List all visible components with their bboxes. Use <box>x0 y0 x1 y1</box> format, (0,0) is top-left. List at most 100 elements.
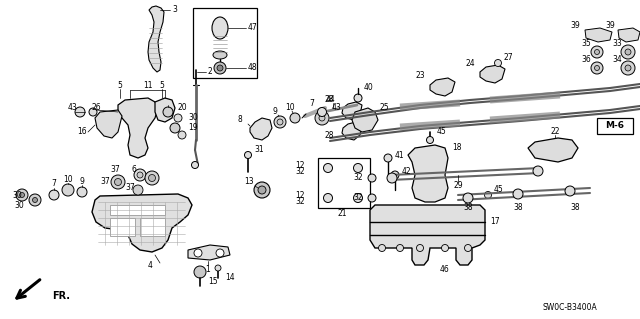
Polygon shape <box>92 194 192 252</box>
Text: M-6: M-6 <box>605 122 625 130</box>
Circle shape <box>565 186 575 196</box>
Text: 48: 48 <box>248 63 258 72</box>
Circle shape <box>217 65 223 71</box>
Circle shape <box>178 131 186 139</box>
Text: 47: 47 <box>248 24 258 33</box>
Polygon shape <box>370 205 485 265</box>
Text: 5: 5 <box>118 81 122 91</box>
Circle shape <box>77 187 87 197</box>
Text: SW0C-B3400A: SW0C-B3400A <box>543 303 597 313</box>
Text: 5: 5 <box>159 81 164 91</box>
Circle shape <box>16 189 28 201</box>
Circle shape <box>133 185 143 195</box>
Text: 27: 27 <box>504 54 514 63</box>
Text: 42: 42 <box>402 167 412 176</box>
Circle shape <box>354 94 362 102</box>
Circle shape <box>216 249 224 257</box>
Text: 9: 9 <box>79 177 84 187</box>
Text: 43: 43 <box>332 103 342 113</box>
Text: 12: 12 <box>296 160 305 169</box>
Text: 7: 7 <box>310 100 314 108</box>
Text: 13: 13 <box>244 177 254 187</box>
Text: 39: 39 <box>570 21 580 31</box>
Circle shape <box>463 193 473 203</box>
Circle shape <box>591 46 603 58</box>
Text: 23: 23 <box>415 71 425 80</box>
Text: 37: 37 <box>110 166 120 174</box>
Text: 24: 24 <box>465 58 475 68</box>
Polygon shape <box>352 108 378 132</box>
Text: 29: 29 <box>453 181 463 189</box>
Text: 12: 12 <box>296 190 305 199</box>
Circle shape <box>625 49 631 55</box>
Text: 32: 32 <box>353 174 363 182</box>
Text: 36: 36 <box>581 56 591 64</box>
Text: 46: 46 <box>440 265 450 275</box>
Circle shape <box>484 191 492 198</box>
Text: 31: 31 <box>254 145 264 154</box>
Circle shape <box>323 194 333 203</box>
Ellipse shape <box>213 51 227 59</box>
Circle shape <box>533 166 543 176</box>
Text: 38: 38 <box>513 204 523 212</box>
Text: 18: 18 <box>452 144 461 152</box>
Circle shape <box>319 115 325 121</box>
Circle shape <box>595 49 600 55</box>
Circle shape <box>75 107 85 117</box>
Text: 15: 15 <box>208 278 218 286</box>
Text: 41: 41 <box>395 151 404 160</box>
Polygon shape <box>480 65 505 83</box>
Circle shape <box>368 194 376 202</box>
Circle shape <box>145 171 159 185</box>
Text: 30: 30 <box>12 190 22 199</box>
Circle shape <box>254 182 270 198</box>
Circle shape <box>191 161 198 168</box>
Polygon shape <box>188 245 230 260</box>
Text: 44: 44 <box>325 95 335 105</box>
Circle shape <box>174 114 182 122</box>
Text: 10: 10 <box>285 103 295 113</box>
Circle shape <box>194 249 202 257</box>
Circle shape <box>625 65 631 71</box>
Text: 34: 34 <box>612 56 622 64</box>
Circle shape <box>274 116 286 128</box>
Text: 35: 35 <box>581 40 591 48</box>
Circle shape <box>19 192 24 197</box>
Polygon shape <box>118 98 158 158</box>
Text: 38: 38 <box>570 204 580 212</box>
Circle shape <box>148 174 156 182</box>
Polygon shape <box>155 98 175 122</box>
Circle shape <box>62 184 74 196</box>
Circle shape <box>353 194 362 203</box>
Polygon shape <box>342 102 362 120</box>
Text: 30: 30 <box>14 201 24 210</box>
Circle shape <box>137 172 143 178</box>
Circle shape <box>368 174 376 182</box>
Text: 7: 7 <box>52 180 56 189</box>
Text: FR.: FR. <box>52 291 70 301</box>
Text: 33: 33 <box>612 40 622 48</box>
Circle shape <box>33 197 38 203</box>
Bar <box>140 218 165 236</box>
Circle shape <box>134 169 146 181</box>
Circle shape <box>163 107 173 117</box>
Text: 40: 40 <box>364 84 374 93</box>
Text: 20: 20 <box>178 103 188 113</box>
Circle shape <box>49 190 59 200</box>
Circle shape <box>378 244 385 251</box>
Circle shape <box>323 164 333 173</box>
Text: 22: 22 <box>550 128 560 137</box>
Circle shape <box>397 244 403 251</box>
Circle shape <box>29 194 41 206</box>
Circle shape <box>258 186 266 194</box>
Text: 10: 10 <box>63 175 73 184</box>
Circle shape <box>426 137 433 144</box>
Bar <box>110 218 135 236</box>
Text: 30: 30 <box>188 114 198 122</box>
Text: 21: 21 <box>337 209 347 218</box>
Bar <box>597 118 633 134</box>
Text: 28: 28 <box>324 130 334 139</box>
Circle shape <box>353 164 362 173</box>
Text: 38: 38 <box>463 204 473 212</box>
Circle shape <box>214 62 226 74</box>
